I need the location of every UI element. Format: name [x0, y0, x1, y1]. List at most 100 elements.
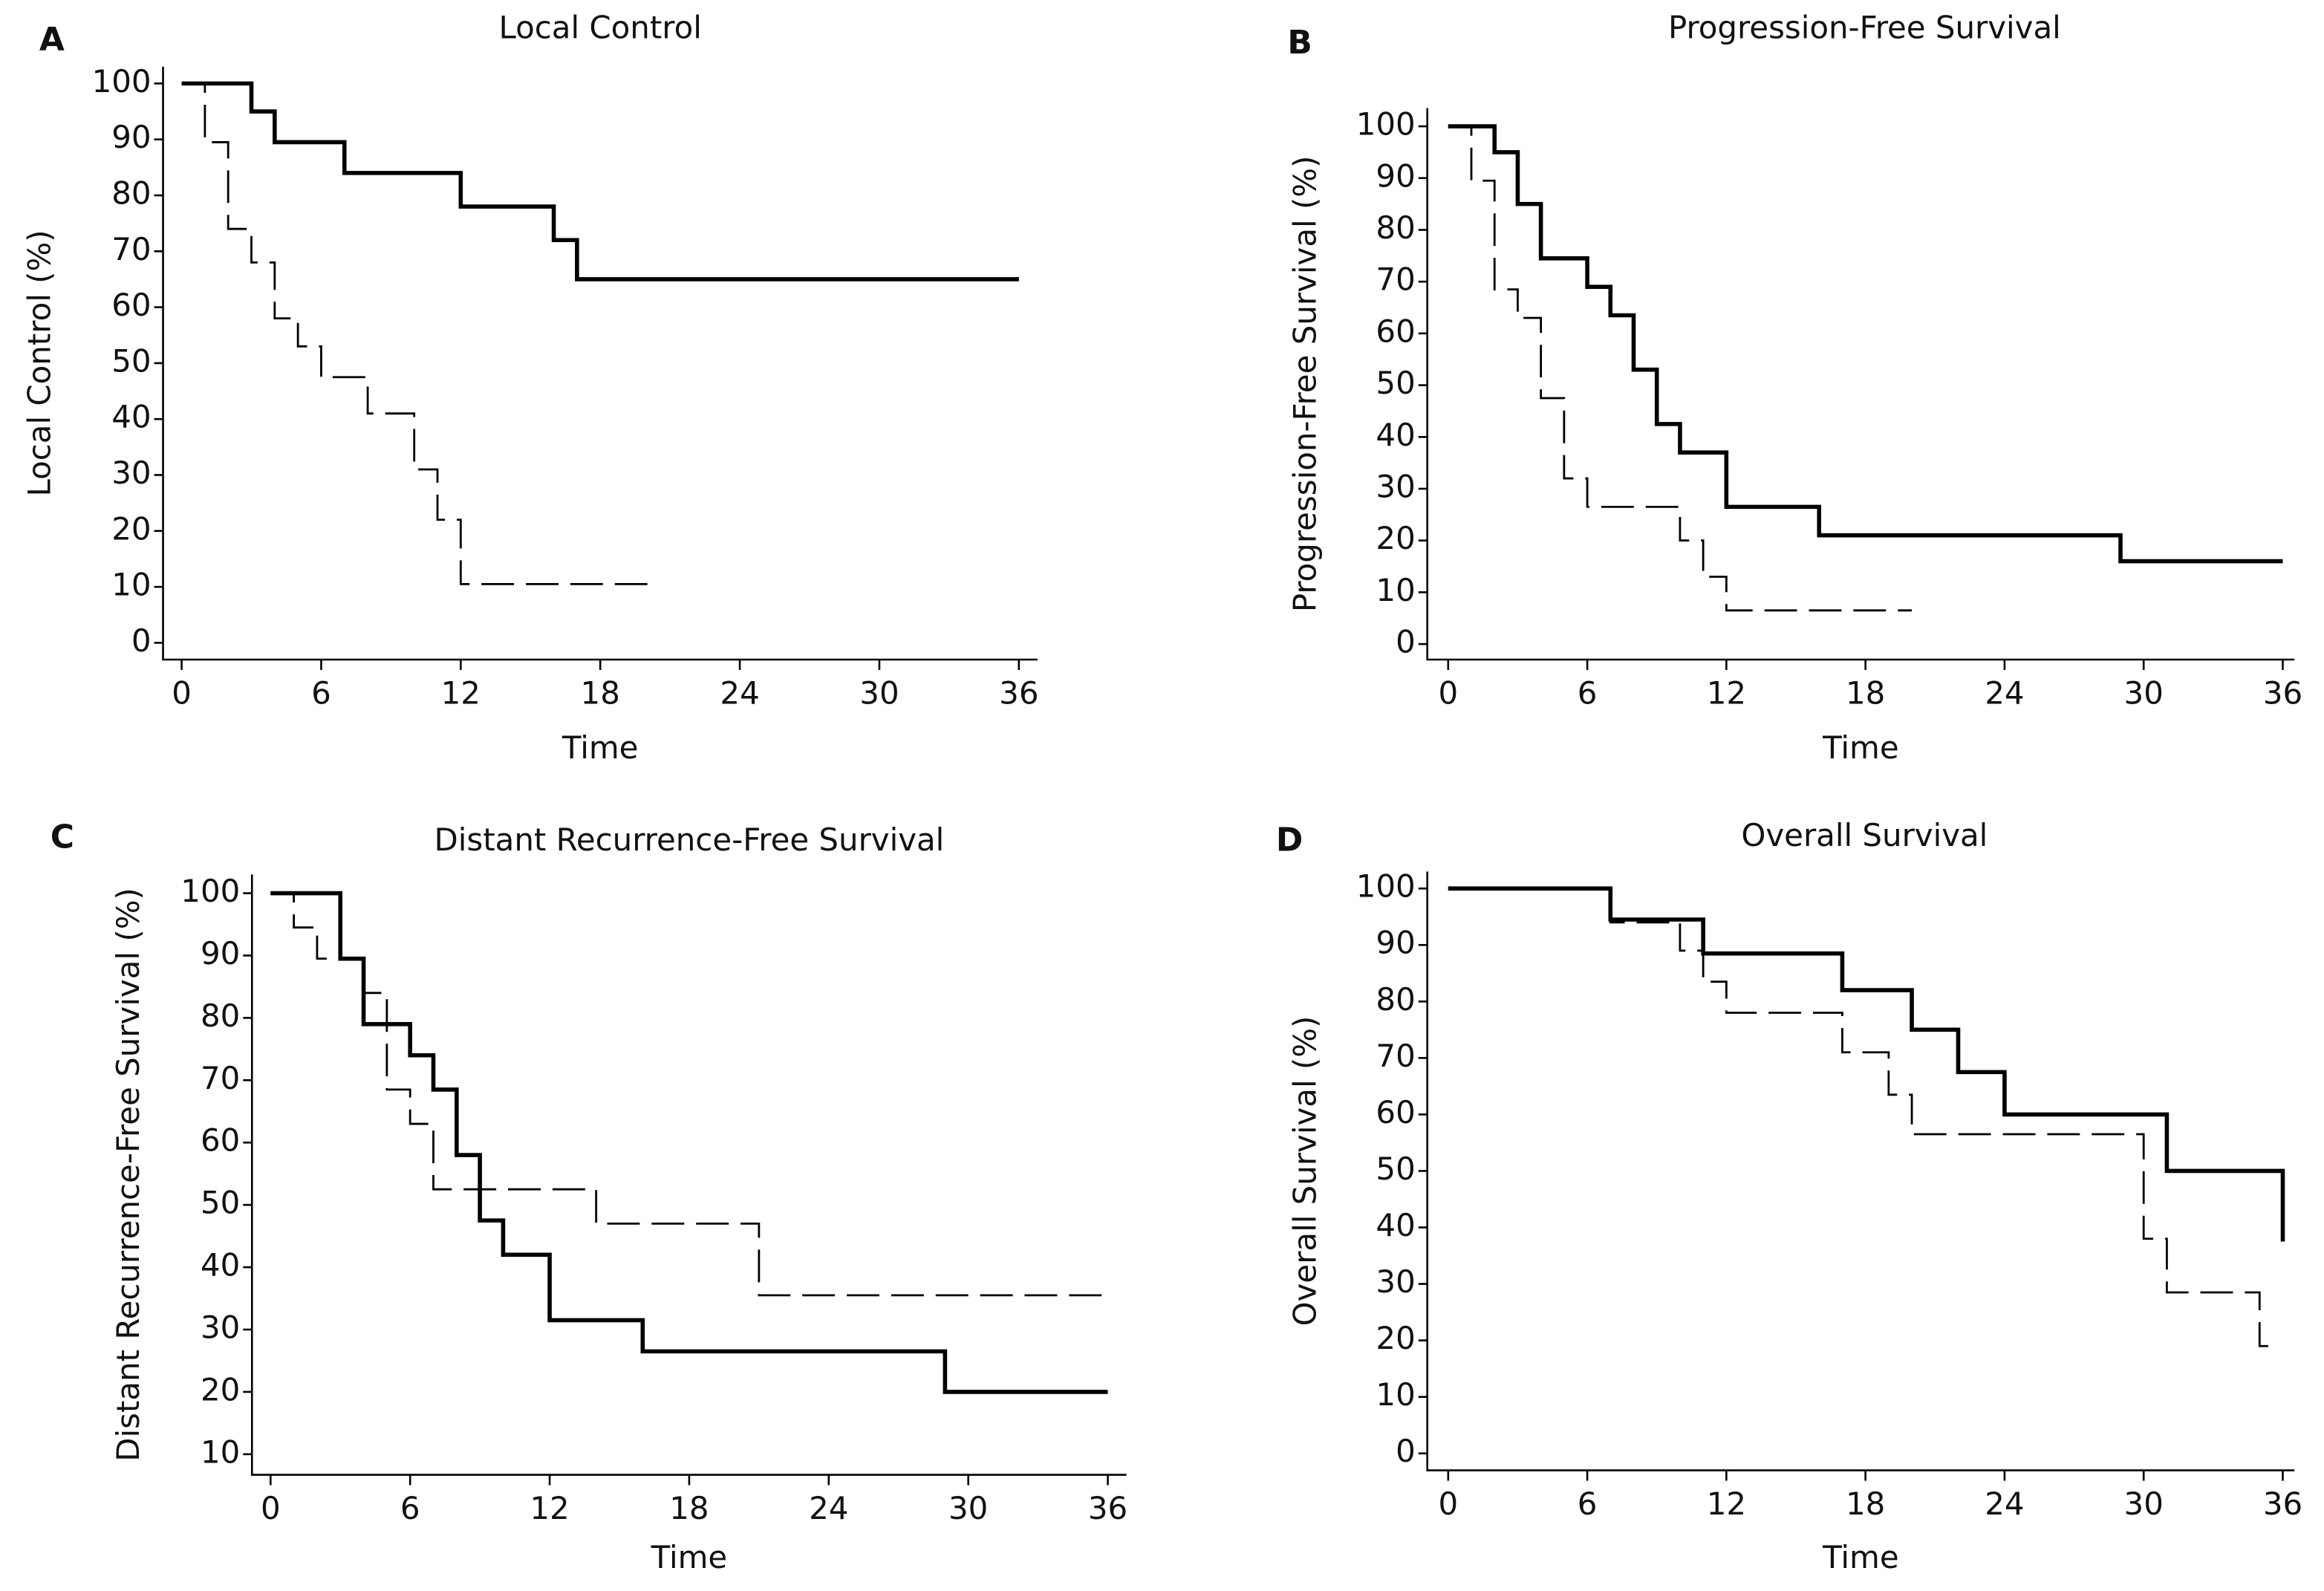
panel-letter: C — [51, 818, 74, 856]
panel-letter: D — [1276, 821, 1303, 859]
y-tick-label: 80 — [1376, 981, 1415, 1018]
x-tick-label: 36 — [1088, 1490, 1127, 1526]
y-tick-label: 40 — [1376, 417, 1415, 453]
x-tick-label: 0 — [172, 674, 192, 711]
y-tick-label: 40 — [201, 1247, 240, 1283]
x-tick-label: 6 — [400, 1490, 420, 1526]
y-axis-label: Progression-Free Survival (%) — [1287, 156, 1324, 613]
survival-curve — [1448, 125, 1913, 612]
y-tick-label: 40 — [1376, 1207, 1415, 1243]
x-tick-label: 18 — [669, 1490, 709, 1526]
y-tick-label: 10 — [111, 567, 151, 603]
x-axis-label: Time — [1822, 729, 1899, 766]
x-tick-label: 18 — [1846, 1486, 1885, 1522]
y-tick-label: 100 — [1356, 106, 1416, 143]
x-tick-label: 36 — [999, 674, 1038, 711]
y-tick-label: 10 — [1376, 1376, 1415, 1413]
x-tick-label: 30 — [2124, 1486, 2164, 1522]
y-tick-label: 70 — [1376, 261, 1415, 298]
y-tick-label: 80 — [201, 998, 240, 1034]
axis-frame — [1426, 871, 2295, 1471]
y-tick-label: 30 — [1376, 1263, 1415, 1300]
x-tick-label: 6 — [311, 674, 331, 711]
y-tick-label: 100 — [180, 873, 240, 909]
y-tick-label: 90 — [1376, 157, 1415, 194]
y-tick-label: 70 — [111, 231, 151, 267]
y-tick-label: 60 — [1376, 313, 1415, 349]
y-tick-label: 20 — [1376, 1320, 1415, 1356]
x-tick-label: 24 — [720, 674, 759, 711]
x-axis-label: Time — [562, 729, 639, 766]
y-tick-label: 60 — [111, 287, 151, 323]
axis-frame — [250, 874, 1127, 1476]
x-tick-label: 36 — [2263, 674, 2302, 711]
y-tick-label: 70 — [1376, 1038, 1415, 1074]
y-tick-label: 100 — [92, 63, 152, 100]
y-tick-label: 10 — [201, 1434, 240, 1470]
x-tick-label: 0 — [261, 1490, 281, 1526]
x-tick-label: 12 — [530, 1490, 569, 1526]
y-tick-label: 50 — [1376, 1151, 1415, 1187]
x-axis-label: Time — [651, 1539, 728, 1575]
axis-frame — [162, 66, 1038, 661]
y-tick-label: 60 — [201, 1122, 240, 1159]
y-tick-label: 50 — [201, 1185, 240, 1221]
y-axis-label: Overall Survival (%) — [1287, 1016, 1324, 1327]
chart-title: Distant Recurrence-Free Survival — [434, 821, 945, 858]
x-axis-label: Time — [1822, 1539, 1899, 1575]
y-tick-label: 50 — [1376, 365, 1415, 401]
y-tick-label: 60 — [1376, 1094, 1415, 1130]
x-tick-label: 18 — [1846, 674, 1885, 711]
survival-curve — [1448, 887, 2271, 1347]
panel-letter: B — [1287, 24, 1312, 62]
chart-title: Overall Survival — [1741, 817, 1988, 853]
survival-curve — [1448, 886, 2285, 1242]
x-tick-label: 24 — [1985, 1486, 2024, 1522]
y-tick-label: 70 — [201, 1060, 240, 1096]
survival-curve — [181, 81, 1019, 282]
y-tick-label: 100 — [1356, 868, 1416, 905]
x-tick-label: 12 — [1707, 1486, 1746, 1522]
y-tick-label: 30 — [1376, 468, 1415, 504]
axis-frame — [1426, 108, 2295, 661]
y-tick-label: 90 — [1376, 925, 1415, 961]
x-tick-label: 30 — [948, 1490, 988, 1526]
x-tick-label: 12 — [1707, 674, 1746, 711]
x-tick-label: 0 — [1438, 674, 1458, 711]
x-tick-label: 6 — [1578, 674, 1598, 711]
x-tick-label: 36 — [2263, 1486, 2302, 1522]
x-tick-label: 0 — [1438, 1486, 1458, 1522]
y-tick-label: 50 — [111, 342, 151, 379]
y-tick-label: 30 — [111, 455, 151, 491]
survival-curve — [1448, 124, 2283, 564]
y-axis-label: Local Control (%) — [21, 230, 57, 496]
y-tick-label: 0 — [1396, 624, 1416, 660]
x-tick-label: 30 — [2124, 674, 2164, 711]
panel-letter: A — [39, 21, 65, 59]
y-tick-label: 90 — [111, 119, 151, 155]
y-tick-label: 0 — [1396, 1433, 1416, 1469]
y-tick-label: 20 — [111, 510, 151, 547]
survival-curve — [181, 82, 654, 585]
y-axis-label: Distant Recurrence-Free Survival (%) — [110, 888, 146, 1462]
survival-curve — [270, 891, 1108, 1394]
y-tick-label: 20 — [1376, 520, 1415, 556]
y-tick-label: 40 — [111, 399, 151, 435]
chart-title: Local Control — [499, 9, 702, 45]
y-tick-label: 20 — [201, 1371, 240, 1408]
y-tick-label: 30 — [201, 1309, 240, 1346]
y-tick-label: 90 — [201, 935, 240, 972]
x-tick-label: 18 — [581, 674, 620, 711]
x-tick-label: 24 — [809, 1490, 848, 1526]
x-tick-label: 12 — [441, 674, 481, 711]
y-tick-label: 0 — [131, 622, 152, 659]
y-tick-label: 80 — [1376, 209, 1415, 246]
x-tick-label: 24 — [1985, 674, 2024, 711]
chart-title: Progression-Free Survival — [1668, 9, 2061, 45]
y-tick-label: 10 — [1376, 572, 1415, 608]
y-tick-label: 80 — [111, 175, 151, 211]
x-tick-label: 6 — [1578, 1486, 1598, 1522]
x-tick-label: 30 — [859, 674, 899, 711]
